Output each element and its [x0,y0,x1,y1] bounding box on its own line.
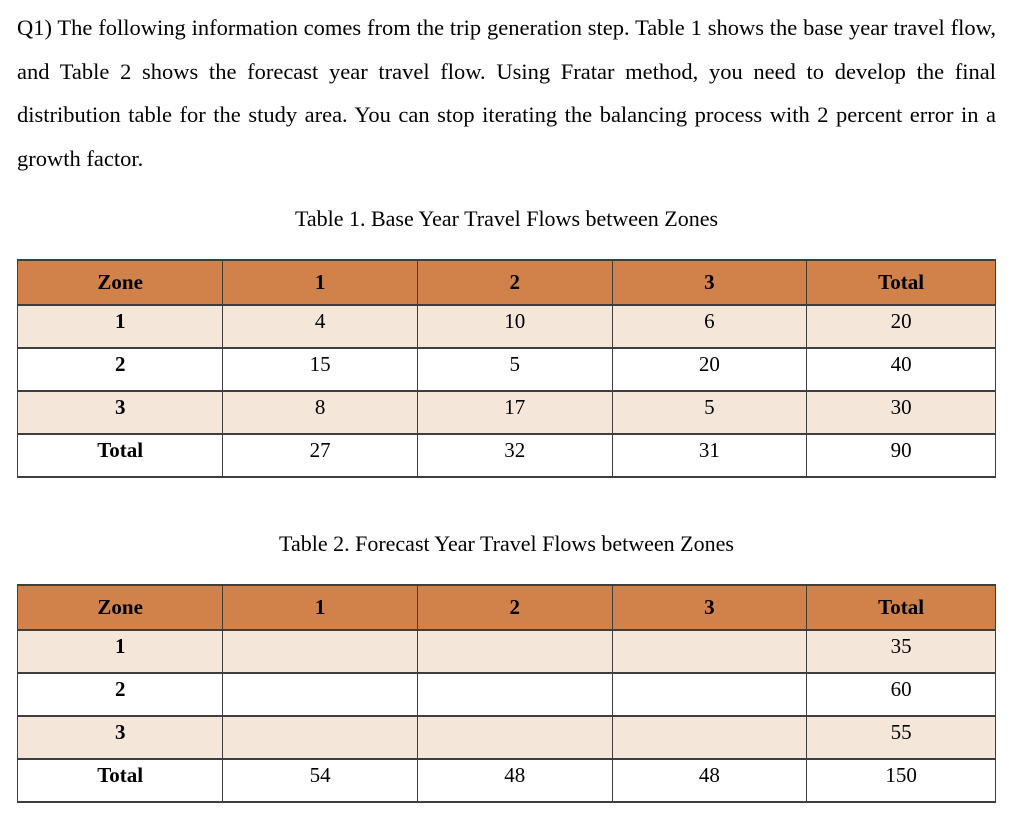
table1-header-total: Total [806,259,996,306]
table-row: 2 60 [16,672,996,717]
table-cell: 32 [416,433,613,478]
table-cell: 6 [611,304,808,349]
table2-header-3: 3 [611,584,808,631]
table1-header-3: 3 [611,259,808,306]
table-cell: 31 [611,433,808,478]
table-row: 3 55 [16,715,996,760]
row-label: 1 [16,304,224,349]
table-cell: 8 [222,390,418,435]
table-cell: 150 [806,758,996,803]
table2-header-2: 2 [416,584,613,631]
table2-header-row: Zone 1 2 3 Total [16,584,996,631]
table-cell-empty [222,715,418,760]
table-total-row: Total 54 48 48 150 [16,758,996,803]
table-cell-empty [611,715,808,760]
row-label: Total [16,758,224,803]
table-cell-empty [416,715,613,760]
question-text: Q1) The following information comes from… [17,15,996,171]
table-cell: 5 [416,347,613,392]
table1-header-row: Zone 1 2 3 Total [16,259,996,306]
table-cell: 30 [806,390,996,435]
base-year-table: Zone 1 2 3 Total 1 4 10 6 20 2 15 5 20 4… [16,259,996,478]
table-cell: 20 [806,304,996,349]
table-row: 3 8 17 5 30 [16,390,996,435]
table-cell: 54 [222,758,418,803]
table-cell: 4 [222,304,418,349]
table1-header-1: 1 [222,259,418,306]
row-label: 2 [16,672,224,717]
table-cell: 35 [806,629,996,674]
table2-header-zone: Zone [16,584,224,631]
row-label: 3 [16,390,224,435]
row-label: 1 [16,629,224,674]
row-label: 2 [16,347,224,392]
table-cell: 55 [806,715,996,760]
table-cell: 27 [222,433,418,478]
table-cell: 10 [416,304,613,349]
forecast-year-table: Zone 1 2 3 Total 1 35 2 60 [16,584,996,803]
table-cell: 48 [611,758,808,803]
table1-header-2: 2 [416,259,613,306]
row-label: Total [16,433,224,478]
table-cell: 5 [611,390,808,435]
table-cell: 48 [416,758,613,803]
table-cell-empty [611,629,808,674]
table-cell: 90 [806,433,996,478]
table-row: 1 35 [16,629,996,674]
table-cell: 40 [806,347,996,392]
table1-header-zone: Zone [16,259,224,306]
table-cell-empty [222,629,418,674]
table2-header-total: Total [806,584,996,631]
table2-header-1: 1 [222,584,418,631]
row-label: 3 [16,715,224,760]
table-cell-empty [416,672,613,717]
table-cell-empty [611,672,808,717]
table-total-row: Total 27 32 31 90 [16,433,996,478]
table1-caption: Table 1. Base Year Travel Flows between … [294,206,719,231]
table-row: 2 15 5 20 40 [16,347,996,392]
table-cell: 15 [222,347,418,392]
table2-caption: Table 2. Forecast Year Travel Flows betw… [279,531,734,556]
table-cell: 20 [611,347,808,392]
table-cell-empty [416,629,613,674]
table-cell: 17 [416,390,613,435]
table-cell: 60 [806,672,996,717]
table-cell-empty [222,672,418,717]
table-row: 1 4 10 6 20 [16,304,996,349]
